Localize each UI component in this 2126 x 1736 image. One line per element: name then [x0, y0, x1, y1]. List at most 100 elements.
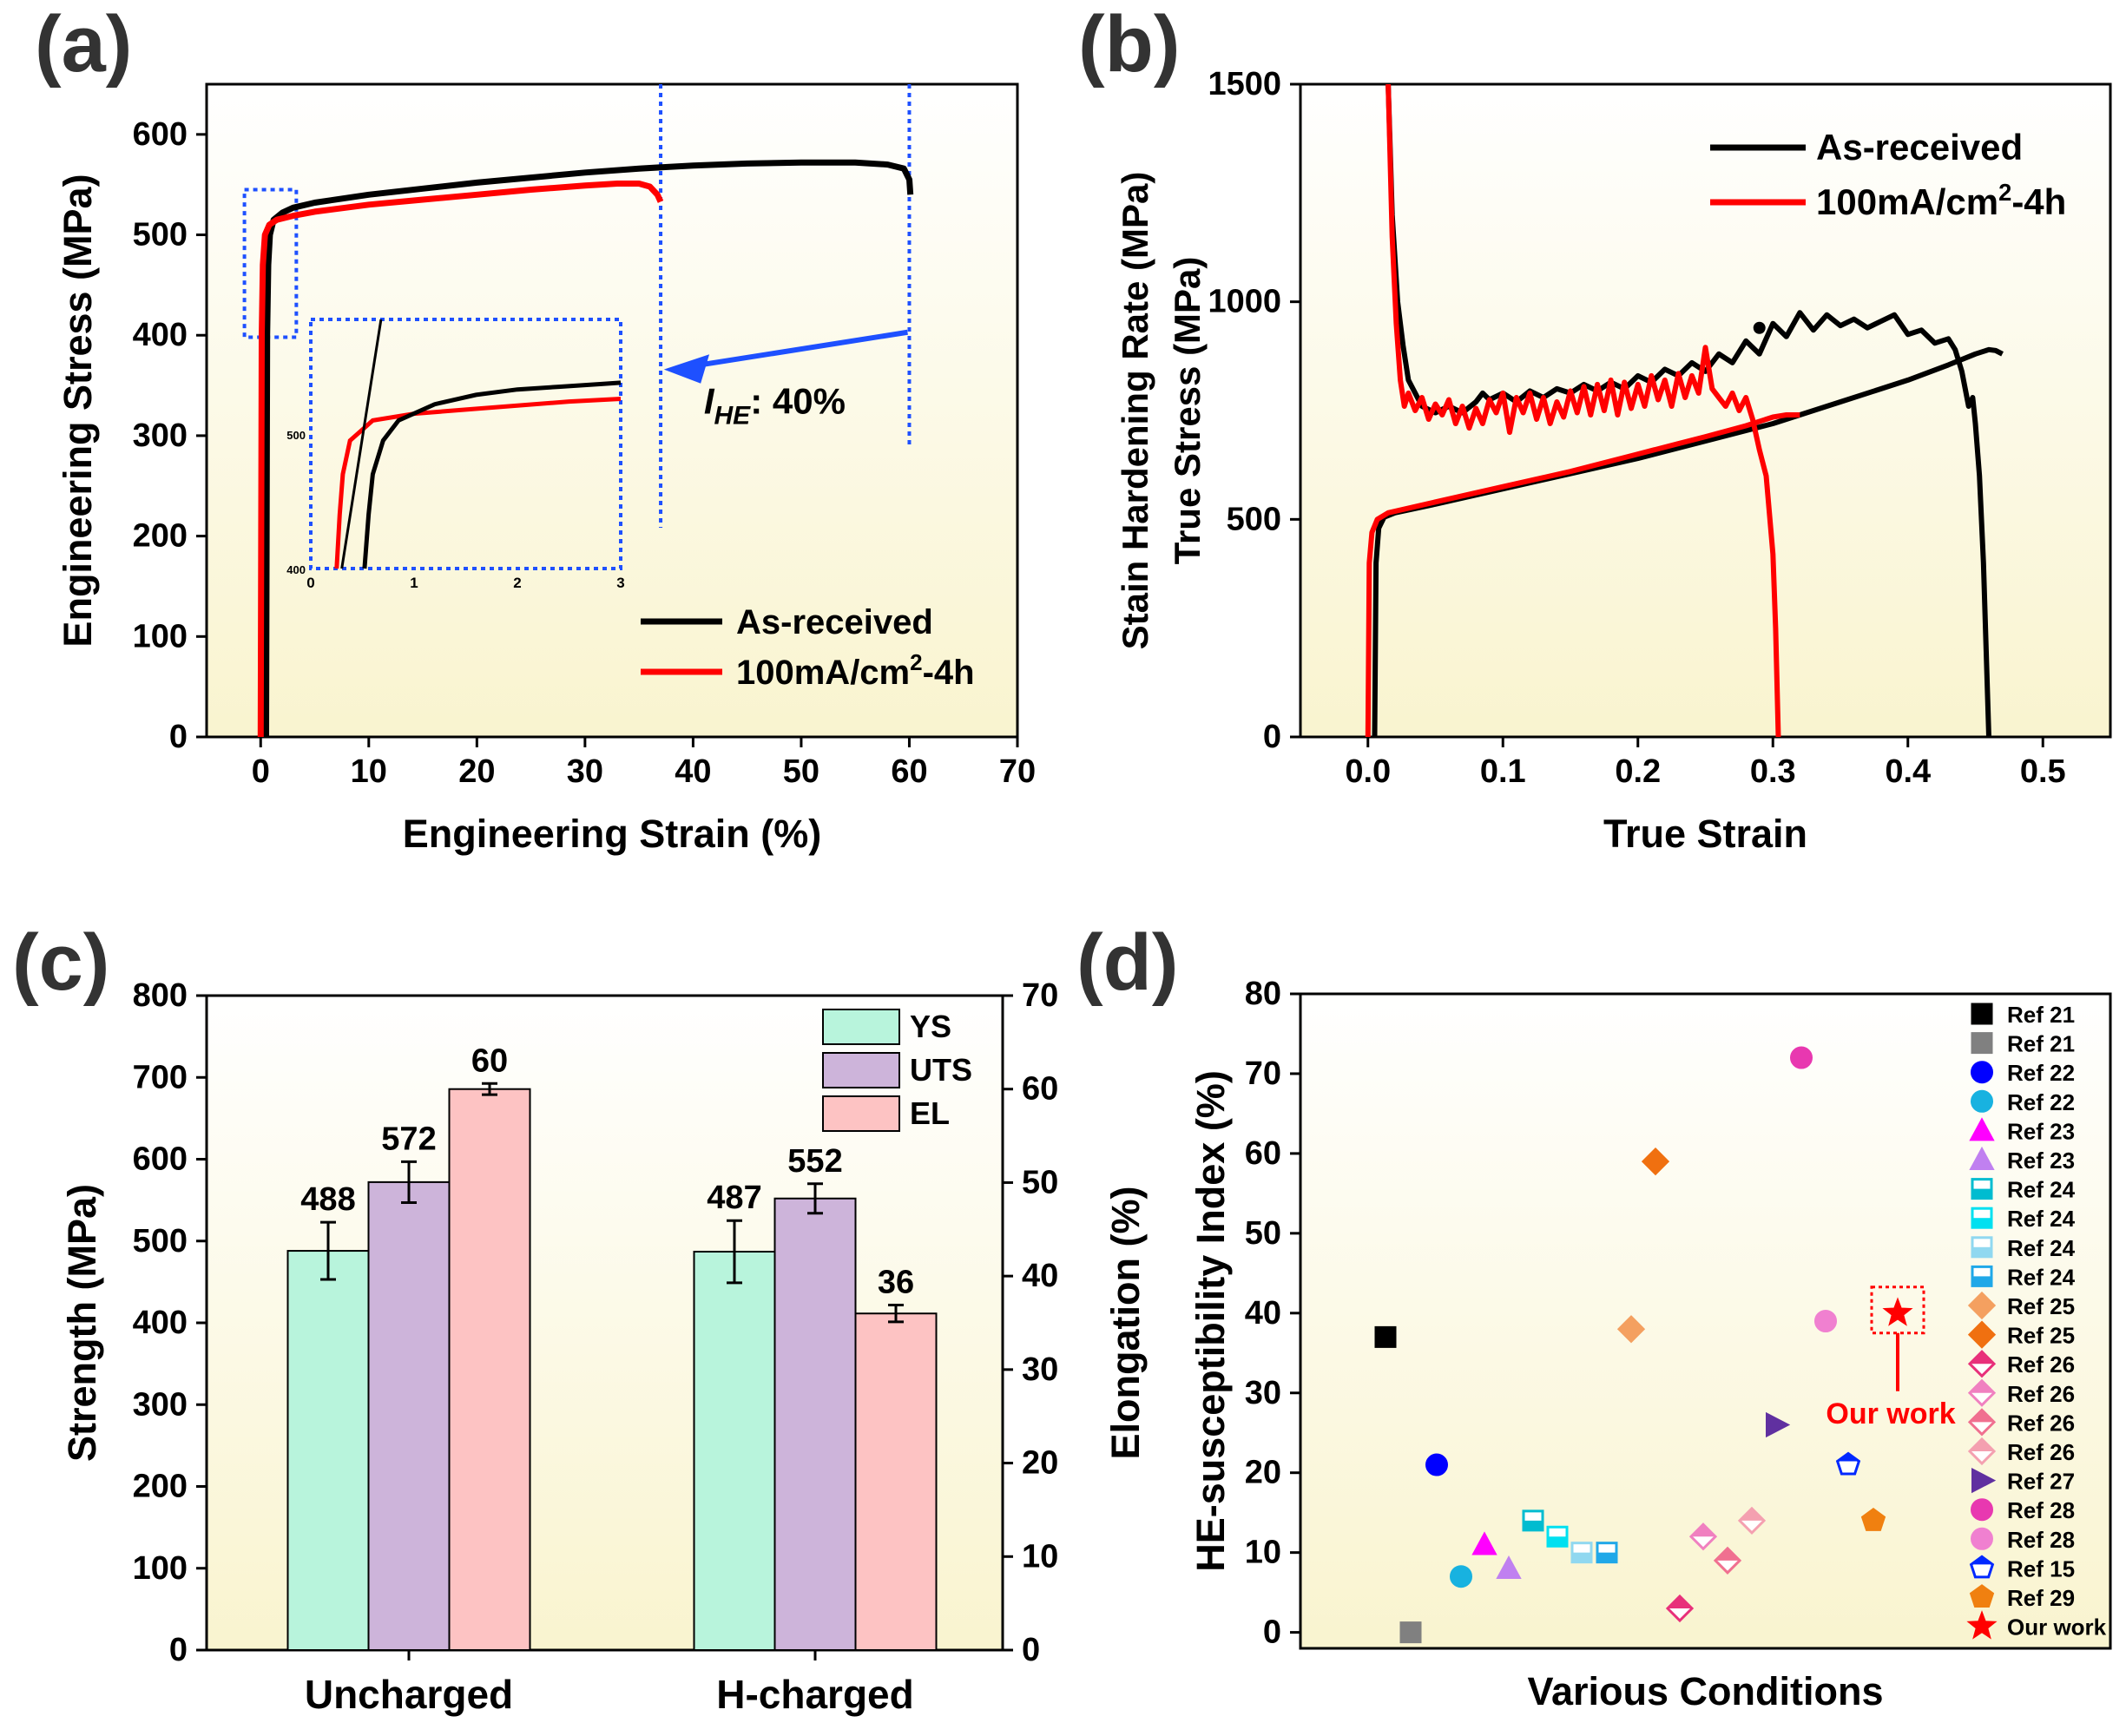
b-legend-label: As-received	[1816, 127, 2023, 168]
b-x-tick-label: 0.0	[1345, 753, 1391, 790]
d-legend-label: Ref 23	[2007, 1147, 2075, 1174]
d-point-ref-25-shape	[1641, 1147, 1670, 1176]
c-bar-value-label: 552	[787, 1143, 842, 1180]
d-legend-marker	[1969, 1584, 1995, 1608]
c-y-tick-label: 400	[133, 1305, 188, 1341]
c-y-tick-label: 200	[133, 1469, 188, 1505]
a-x-axis-title: Engineering Strain (%)	[403, 812, 822, 856]
d-legend-marker-shape	[1966, 1610, 1998, 1640]
d-legend-marker-half	[1972, 1218, 1991, 1228]
panel-label-a: (a)	[35, 0, 132, 89]
d-point-ref-23	[1471, 1531, 1497, 1555]
d-point-ref-26	[1713, 1546, 1742, 1575]
d-legend-marker	[1971, 1089, 1993, 1113]
a-zoom-region-box	[242, 187, 299, 339]
c-y2-tick-label: 10	[1022, 1538, 1058, 1575]
d-legend-marker	[1971, 1178, 1993, 1200]
d-legend-label: Ref 26	[2007, 1351, 2075, 1378]
c-y2-tick-label: 20	[1022, 1445, 1058, 1482]
d-x-axis-title: Various Conditions	[1527, 1669, 1883, 1713]
c-y-tick-label: 0	[169, 1632, 188, 1668]
c-y2-tick-label: 60	[1022, 1071, 1058, 1108]
d-legend-label: Ref 27	[2007, 1469, 2075, 1495]
c-y2-tick-label: 0	[1022, 1632, 1040, 1668]
a-x-tick-label: 60	[891, 753, 927, 790]
d-our-work-label: Our work	[1826, 1397, 1955, 1430]
d-legend-marker-shape	[1971, 1089, 1993, 1113]
d-point-ref-24-half	[1572, 1552, 1591, 1562]
a-inset-frame	[309, 318, 622, 570]
c-legend-swatch	[822, 1095, 900, 1132]
d-point-ref-15-half	[1837, 1453, 1859, 1462]
c-bar-ys	[286, 1250, 370, 1652]
d-point-ref-26	[1737, 1506, 1767, 1535]
c-y2-tick-label: 70	[1022, 977, 1058, 1014]
b-x-axis-title: True Strain	[1603, 812, 1807, 856]
c-y-tick-label: 800	[133, 977, 188, 1014]
c-legend-label: YS	[910, 1009, 951, 1044]
a-inset-y-tick-label: 500	[286, 429, 306, 442]
d-point-ref-26-half	[1668, 1596, 1692, 1609]
a-y-tick-label: 600	[133, 116, 188, 153]
a-y-tick-label: 0	[169, 719, 188, 755]
c-y2-tick-label: 50	[1022, 1164, 1058, 1200]
d-legend-marker-half	[1970, 1410, 1994, 1423]
d-legend-marker	[1969, 1146, 1995, 1170]
d-point-ref-21	[1399, 1621, 1422, 1644]
d-y-tick-label: 30	[1245, 1375, 1281, 1411]
d-plot-background	[1300, 994, 2110, 1648]
d-legend-marker	[1971, 1032, 1993, 1055]
c-bar-value-label: 36	[878, 1265, 914, 1301]
c-bar-el	[448, 1088, 531, 1651]
b-y-tick-label: 0	[1263, 719, 1281, 755]
d-point-ref-24-half	[1524, 1520, 1543, 1530]
d-y-axis-title: HE-susceptibility Index (%)	[1188, 1070, 1233, 1572]
c-x-category-label: H-charged	[716, 1672, 913, 1717]
d-point-ref-24-half	[1597, 1552, 1616, 1562]
a-arrow-head	[663, 354, 710, 384]
a-y-tick-label: 300	[133, 418, 188, 454]
d-y-tick-label: 70	[1245, 1055, 1281, 1092]
d-legend-marker	[1967, 1408, 1997, 1437]
d-legend-marker	[1969, 1555, 1995, 1579]
d-legend-label: Ref 28	[2007, 1527, 2075, 1553]
d-legend-label: Ref 21	[2007, 1002, 2075, 1028]
a-x-tick-label: 40	[675, 753, 711, 790]
c-bar-value-label: 488	[300, 1181, 355, 1218]
d-legend-marker	[1971, 1498, 1993, 1522]
a-series-line-1	[257, 181, 664, 738]
d-point-ref-24-half	[1548, 1536, 1567, 1547]
d-point-our-work-shape	[1882, 1297, 1913, 1326]
a-y-tick-label: 500	[133, 217, 188, 253]
a-y-tick-label: 200	[133, 518, 188, 555]
d-legend-marker	[1967, 1320, 1997, 1349]
a-x-tick-label: 50	[783, 753, 819, 790]
d-point-ref-24	[1596, 1542, 1618, 1564]
d-point-ref-25-shape	[1616, 1315, 1646, 1344]
d-point-ref-23	[1496, 1555, 1522, 1580]
b-y-axis-title-stress: True Stress (MPa)	[1167, 257, 1208, 565]
d-legend-label: Ref 26	[2007, 1439, 2075, 1465]
d-y-tick-label: 20	[1245, 1455, 1281, 1491]
d-point-ref-27-shape	[1766, 1411, 1791, 1438]
panel-label-c: (c)	[12, 918, 109, 1007]
d-point-ref-29	[1860, 1508, 1886, 1531]
c-bar-el	[854, 1312, 938, 1651]
d-legend-label: Our work	[2007, 1614, 2107, 1641]
b-y-tick-label: 1500	[1208, 66, 1281, 102]
d-legend-marker	[1971, 1265, 1993, 1287]
d-y-tick-label: 0	[1263, 1614, 1281, 1651]
panel-label-d: (d)	[1076, 918, 1178, 1007]
d-point-ref-28-shape	[1814, 1310, 1837, 1332]
d-legend-marker	[1971, 1236, 1993, 1259]
a-arrow-shaft	[690, 329, 908, 370]
d-legend-marker	[1971, 1467, 1997, 1494]
a-inset-x-tick-label: 1	[410, 575, 418, 591]
a-y-tick-label: 400	[133, 317, 188, 353]
b-x-tick-label: 0.1	[1480, 753, 1526, 790]
d-legend-marker-half	[1972, 1246, 1991, 1257]
d-legend-marker	[1971, 1061, 1993, 1084]
d-point-ref-24	[1570, 1542, 1593, 1564]
d-legend-label: Ref 28	[2007, 1497, 2075, 1523]
